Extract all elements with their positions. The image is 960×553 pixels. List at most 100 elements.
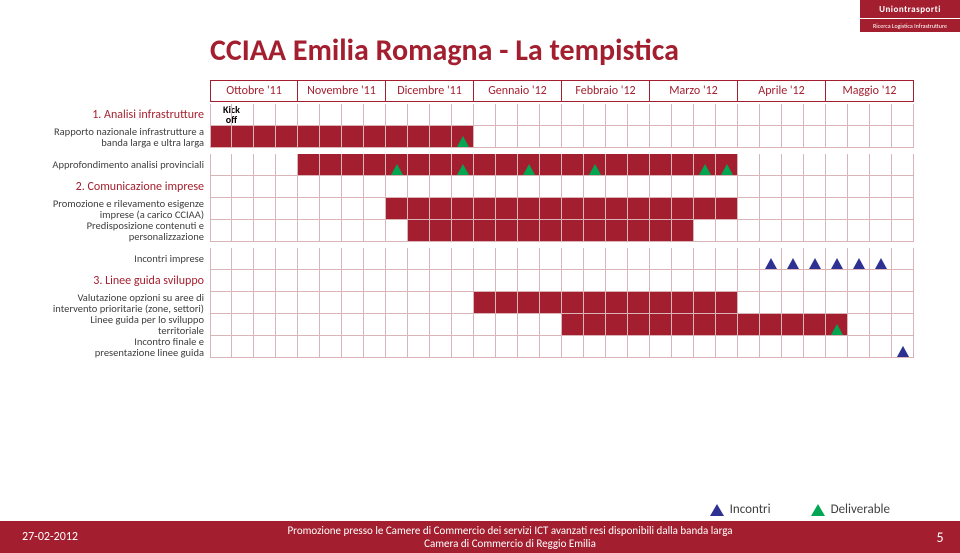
gantt-cell — [474, 314, 496, 336]
gantt-cell — [298, 248, 320, 270]
gantt-cell — [694, 198, 716, 220]
gantt-cell — [584, 292, 606, 314]
gantt-cell — [672, 126, 694, 148]
gantt-cell — [210, 176, 232, 198]
month-header: Gennaio '12 — [474, 80, 562, 102]
gantt-cell — [254, 104, 276, 126]
gantt-cell — [826, 154, 848, 176]
gantt-cell — [210, 126, 232, 148]
gantt-cell — [672, 198, 694, 220]
gantt-cell — [782, 314, 804, 336]
gantt-cell — [892, 270, 914, 292]
gantt-cell — [738, 314, 760, 336]
gantt-cell — [342, 336, 364, 358]
gantt-cell — [342, 220, 364, 242]
gantt-cell — [386, 336, 408, 358]
gantt-cell — [804, 104, 826, 126]
gantt-cell — [254, 292, 276, 314]
task-label: Valutazione opzioni su aree diintervento… — [0, 292, 210, 314]
gantt-cell — [474, 198, 496, 220]
gantt-cell — [408, 248, 430, 270]
gantt-cell — [628, 154, 650, 176]
gantt-cell — [518, 198, 540, 220]
gantt-cell — [694, 104, 716, 126]
gantt-cell — [562, 292, 584, 314]
gantt-cell — [540, 336, 562, 358]
gantt-cell — [606, 248, 628, 270]
gantt-cell — [584, 270, 606, 292]
gantt-cell — [694, 314, 716, 336]
gantt-cell — [848, 154, 870, 176]
gantt-cell — [606, 104, 628, 126]
gantt-row — [210, 220, 914, 242]
task-label: Rapporto nazionale infrastrutture abanda… — [0, 126, 210, 148]
gantt-cell — [694, 336, 716, 358]
month-header: Maggio '12 — [826, 80, 914, 102]
gantt-cell — [474, 220, 496, 242]
gantt-cell — [628, 126, 650, 148]
gantt-cell — [606, 220, 628, 242]
gantt-cell — [826, 314, 848, 336]
gantt-cell — [430, 126, 452, 148]
gantt-cell — [672, 336, 694, 358]
gantt-cell — [848, 220, 870, 242]
gantt-cell — [232, 154, 254, 176]
gantt-cell — [584, 154, 606, 176]
gantt-cell — [452, 104, 474, 126]
section-label: 3. Linee guida sviluppo — [0, 270, 210, 292]
gantt-row — [210, 126, 914, 148]
gantt-cell — [452, 270, 474, 292]
gantt-cell — [760, 220, 782, 242]
gantt-row — [210, 270, 914, 292]
gantt-cell — [650, 248, 672, 270]
gantt-cell — [320, 248, 342, 270]
gantt-cell — [562, 104, 584, 126]
gantt-cell — [430, 270, 452, 292]
gantt-cell — [386, 126, 408, 148]
gantt-cell — [650, 270, 672, 292]
gantt-cell — [606, 270, 628, 292]
gantt-cell — [452, 126, 474, 148]
gantt-cell — [562, 198, 584, 220]
gantt-cell — [628, 292, 650, 314]
gantt-cell — [628, 336, 650, 358]
gantt-cell — [386, 270, 408, 292]
gantt-cell — [782, 198, 804, 220]
gantt-cell — [848, 292, 870, 314]
gantt-cell — [804, 220, 826, 242]
gantt-cell — [408, 154, 430, 176]
gantt-cell — [870, 104, 892, 126]
gantt-cell — [782, 270, 804, 292]
gantt-cell — [320, 154, 342, 176]
gantt-cell — [364, 154, 386, 176]
gantt-cell — [386, 314, 408, 336]
gantt-cell — [738, 154, 760, 176]
gantt-cell — [210, 248, 232, 270]
gantt-cell — [452, 292, 474, 314]
gantt-cell — [518, 104, 540, 126]
gantt-cell — [760, 248, 782, 270]
legend-deliverable: Deliverable — [811, 502, 890, 517]
gantt-cell — [870, 336, 892, 358]
gantt-cell — [738, 270, 760, 292]
gantt-cell — [364, 104, 386, 126]
task-label: Incontri imprese — [0, 248, 210, 270]
triangle-icon — [811, 504, 825, 516]
gantt-cell — [496, 176, 518, 198]
gantt-cell — [738, 198, 760, 220]
gantt-cell — [518, 154, 540, 176]
gantt-cell — [804, 198, 826, 220]
month-header: Dicembre '11 — [386, 80, 474, 102]
gantt-cell — [408, 220, 430, 242]
gantt-cell — [452, 220, 474, 242]
gantt-cell — [342, 270, 364, 292]
gantt-cell — [562, 248, 584, 270]
gantt-row — [210, 198, 914, 220]
gantt-cell — [672, 176, 694, 198]
gantt-cell — [628, 220, 650, 242]
gantt-cell — [430, 198, 452, 220]
gantt-cell — [430, 154, 452, 176]
footer-date: 27-02-2012 — [0, 530, 100, 544]
month-header: Aprile '12 — [738, 80, 826, 102]
gantt-cell — [408, 336, 430, 358]
